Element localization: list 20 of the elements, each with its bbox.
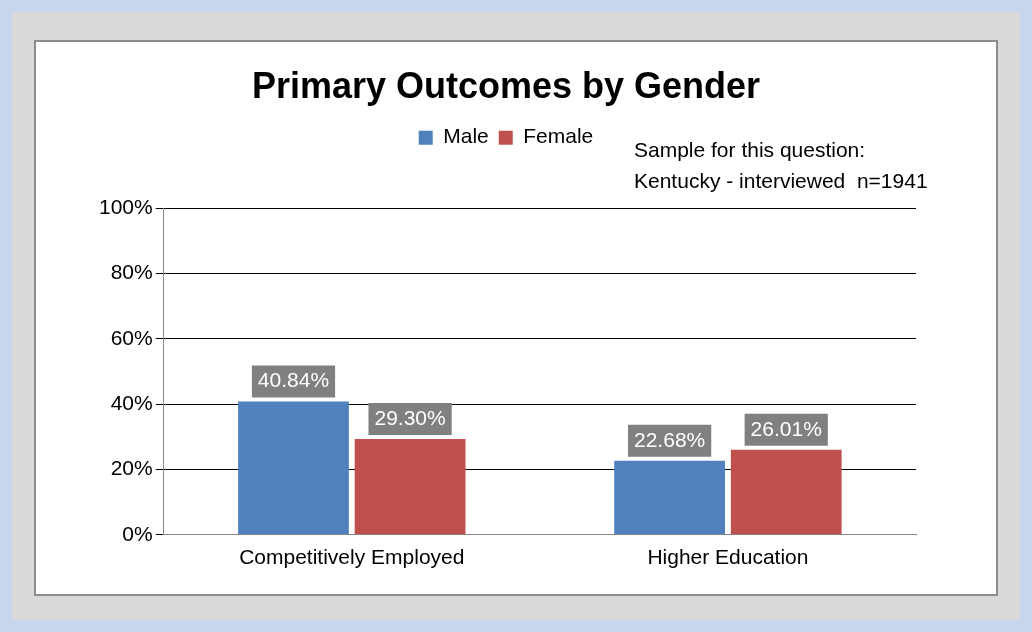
legend-label: Female bbox=[523, 124, 594, 148]
chart-title: Primary Outcomes by Gender bbox=[251, 64, 761, 106]
bar bbox=[354, 439, 466, 535]
y-tick-label: 100% bbox=[98, 195, 153, 218]
bar bbox=[238, 401, 349, 535]
bar bbox=[730, 449, 842, 535]
data-label: 26.01% bbox=[750, 416, 822, 440]
data-label: 29.30% bbox=[374, 405, 446, 429]
y-tick-label: 20% bbox=[110, 456, 153, 480]
y-tick-label: 60% bbox=[110, 325, 153, 349]
text: Sample for this question: Kentucky - interviewed n=1941 bbox=[634, 137, 928, 194]
bar bbox=[614, 460, 726, 535]
data-label: 40.84% bbox=[257, 368, 330, 392]
y-tick-label: 40% bbox=[110, 390, 153, 414]
x-tick-label: Competitively Employed bbox=[239, 545, 465, 569]
legend-label: Male bbox=[443, 124, 489, 148]
data-label: 22.68% bbox=[634, 427, 706, 451]
x-tick-label: Higher Education bbox=[647, 545, 809, 569]
y-tick-label: 0% bbox=[122, 521, 153, 545]
y-tick-label: 80% bbox=[110, 260, 153, 284]
